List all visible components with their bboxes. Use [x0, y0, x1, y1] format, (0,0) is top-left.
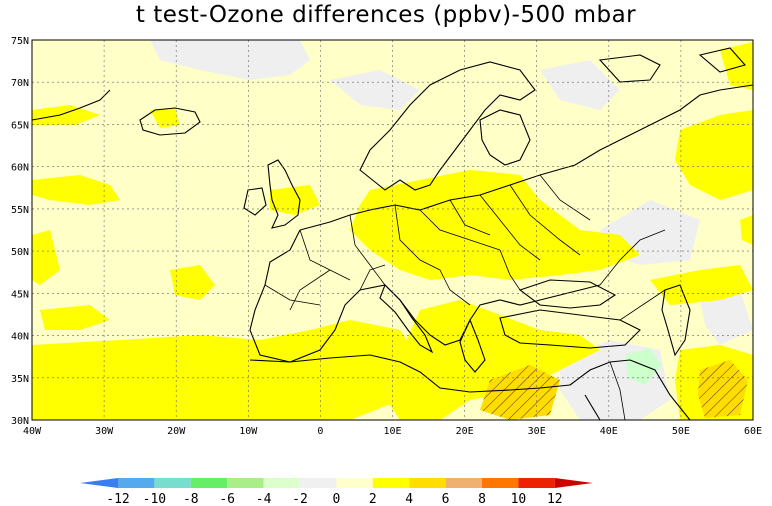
positive-region — [650, 265, 753, 305]
colorbar-swatch — [263, 478, 300, 488]
near-zero-region — [150, 40, 310, 80]
graticule — [32, 40, 753, 420]
colorbar-swatch — [118, 478, 155, 488]
longitude-tick-label: 20W — [167, 426, 186, 437]
positive-region — [720, 42, 753, 90]
plot-frame — [31, 39, 754, 421]
coastlines — [32, 47, 753, 420]
colorbar-label: -4 — [256, 492, 272, 506]
positive-region — [150, 108, 180, 128]
colorbar-swatch — [154, 478, 191, 488]
colorbar-label: 4 — [405, 492, 413, 506]
colorbar-arrow-left — [80, 478, 118, 488]
longitude-tick-label: 60E — [744, 426, 762, 437]
colorbar-swatch — [409, 478, 446, 488]
colorbar-label: 0 — [332, 492, 340, 506]
longitude-tick-label: 50E — [672, 426, 690, 437]
positive-region — [170, 265, 215, 300]
longitude-tick-label: 30W — [95, 426, 114, 437]
latitude-tick-label: 60N — [11, 163, 29, 174]
near-zero-region — [700, 290, 753, 345]
latitude-tick-label: 55N — [11, 205, 29, 216]
positive-region — [380, 300, 600, 420]
colorbar-label: 8 — [478, 492, 486, 506]
longitude-tick-label: 0 — [317, 426, 323, 437]
latitude-tick-label: 65N — [11, 120, 29, 131]
longitude-labels: 40W 30W 20W 10W 0 10E 20E 30E 40E 50E 60E — [23, 426, 762, 437]
positive-region — [675, 110, 753, 200]
latitude-tick-label: 30N — [11, 416, 29, 427]
map-title: t test-Ozone differences (ppbv)-500 mbar — [135, 2, 637, 28]
longitude-tick-label: 30E — [528, 426, 546, 437]
positive-region — [40, 305, 110, 330]
positive-region — [32, 175, 120, 205]
latitude-labels: 75N 70N 65N 60N 55N 50N 45N 40N 35N 30N — [11, 36, 29, 427]
positive-region — [32, 230, 60, 285]
colorbar-swatch — [518, 478, 555, 488]
colorbar-label: -12 — [106, 492, 129, 506]
latitude-tick-label: 50N — [11, 247, 29, 258]
colorbar-label: 6 — [442, 492, 450, 506]
colorbar-label: 10 — [511, 492, 527, 506]
near-zero-region — [540, 60, 620, 110]
colorbar-label: 12 — [547, 492, 563, 506]
colorbar-swatch — [190, 478, 228, 488]
contour-fields — [32, 40, 753, 420]
colorbar-swatch — [372, 478, 410, 488]
latitude-tick-label: 35N — [11, 374, 29, 385]
colorbar-swatch — [227, 478, 264, 488]
country-borders — [264, 174, 666, 420]
colorbar-label: -2 — [292, 492, 308, 506]
colorbar-label: -10 — [143, 492, 166, 506]
colorbar-swatch — [300, 478, 337, 488]
colorbar-label: -6 — [219, 492, 235, 506]
latitude-tick-label: 45N — [11, 289, 29, 300]
colorbar-label: -8 — [183, 492, 199, 506]
positive-region — [32, 320, 420, 420]
colorbar-label: 2 — [369, 492, 377, 506]
longitude-tick-label: 10W — [239, 426, 258, 437]
latitude-tick-label: 40N — [11, 332, 29, 343]
colorbar: -12 -10 -8 -6 -4 -2 0 2 4 6 8 10 12 — [80, 478, 593, 506]
positive-region — [32, 105, 100, 125]
latitude-tick-label: 70N — [11, 78, 29, 89]
positive-region — [350, 170, 640, 280]
colorbar-swatch — [482, 478, 519, 488]
colorbar-arrow-right — [554, 478, 593, 488]
significant-region — [698, 360, 748, 418]
longitude-tick-label: 40E — [600, 426, 618, 437]
negative-region — [625, 348, 662, 385]
near-zero-region — [330, 70, 420, 110]
longitude-tick-label: 40W — [23, 426, 42, 437]
significant-region — [480, 365, 560, 420]
positive-region — [270, 185, 320, 215]
longitude-tick-label: 20E — [456, 426, 474, 437]
colorbar-swatch — [336, 478, 373, 488]
latitude-tick-label: 75N — [11, 36, 29, 47]
positive-region — [740, 215, 753, 245]
longitude-tick-label: 10E — [383, 426, 401, 437]
colorbar-swatch — [445, 478, 482, 488]
